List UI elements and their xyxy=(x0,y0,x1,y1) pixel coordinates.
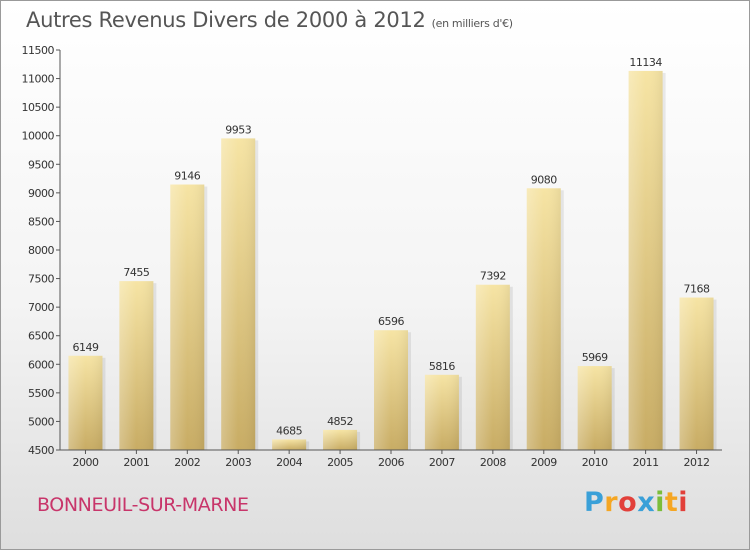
data-label: 6149 xyxy=(72,341,98,354)
y-tick-label: 8000 xyxy=(28,244,54,257)
bars: 6149 7455 9146 9953 4685 4852 6596 5816 7392 9080… xyxy=(68,56,717,451)
y-tick-label: 11000 xyxy=(22,73,55,86)
logo-letter: r xyxy=(604,487,619,518)
y-tick-label: 6500 xyxy=(28,330,54,343)
x-tick-label: 2000 xyxy=(72,456,98,469)
data-label: 9953 xyxy=(225,123,251,136)
bar-highlight xyxy=(577,366,612,450)
logo-letter: i xyxy=(678,487,689,518)
y-tick-label: 9000 xyxy=(28,187,54,200)
bar-highlight xyxy=(68,355,103,450)
y-tick-label: 11500 xyxy=(22,44,55,57)
x-tick-label: 2003 xyxy=(225,456,251,469)
logo-letter: o xyxy=(618,487,638,518)
bar-highlight xyxy=(628,70,663,451)
x-tick-label: 2006 xyxy=(378,456,404,469)
x-tick-label: 2004 xyxy=(276,456,302,469)
data-label: 7455 xyxy=(123,266,149,279)
data-label: 9146 xyxy=(174,170,200,183)
x-tick-label: 2002 xyxy=(174,456,200,469)
y-tick-label: 7000 xyxy=(28,301,54,314)
bar-highlight xyxy=(119,281,154,450)
data-label: 7392 xyxy=(480,270,506,283)
x-tick-label: 2010 xyxy=(582,456,608,469)
x-tick-label: 2012 xyxy=(684,456,710,469)
bar-highlight xyxy=(272,439,307,450)
logo-letter: P xyxy=(584,487,605,518)
proxiti-logo[interactable]: Proxiti xyxy=(584,487,688,518)
chart-title: Autres Revenus Divers de 2000 à 2012 (en … xyxy=(26,8,513,32)
logo-letter: t xyxy=(664,487,679,518)
data-label: 5969 xyxy=(582,351,608,364)
x-tick-label: 2007 xyxy=(429,456,455,469)
chart-title-main: Autres Revenus Divers de 2000 à 2012 xyxy=(26,8,426,32)
x-tick-label: 2009 xyxy=(531,456,557,469)
bar-highlight xyxy=(170,184,205,450)
data-label: 5816 xyxy=(429,360,455,373)
bar-highlight xyxy=(323,429,358,450)
y-tick-label: 8500 xyxy=(28,215,54,228)
y-tick-label: 4500 xyxy=(28,444,54,457)
y-tick-label: 5500 xyxy=(28,387,54,400)
y-tick-label: 9500 xyxy=(28,158,54,171)
bar-highlight xyxy=(526,188,561,451)
bar-highlight xyxy=(374,330,408,450)
x-tick-label: 2001 xyxy=(123,456,149,469)
data-label: 7168 xyxy=(684,283,710,296)
data-label: 6596 xyxy=(378,315,404,328)
logo-letter: x xyxy=(637,487,656,518)
x-tick-label: 2005 xyxy=(327,456,353,469)
x-tick-label: 2011 xyxy=(633,456,659,469)
data-label: 9080 xyxy=(531,173,557,186)
data-label: 4685 xyxy=(276,424,302,437)
bar-highlight xyxy=(424,374,459,450)
bar-highlight xyxy=(475,284,510,450)
y-tick-label: 10500 xyxy=(22,101,55,114)
bar-highlight xyxy=(221,138,256,450)
chart-title-unit: (en milliers d'€) xyxy=(431,17,513,30)
x-tick-label: 2008 xyxy=(480,456,506,469)
city-name: BONNEUIL-SUR-MARNE xyxy=(37,494,249,516)
y-tick-label: 6000 xyxy=(28,358,54,371)
y-axis: 4500 5000 5500 6000 6500 7000 7500 8000 8500 9000… xyxy=(22,44,61,457)
bar-highlight xyxy=(679,297,714,450)
y-tick-label: 5000 xyxy=(28,415,54,428)
data-label: 4852 xyxy=(327,415,353,428)
data-label: 11134 xyxy=(629,56,662,69)
y-tick-label: 7500 xyxy=(28,273,54,286)
y-tick-label: 10000 xyxy=(22,130,55,143)
logo-letter: i xyxy=(655,487,665,518)
x-axis: 2000 2001 2002 2003 2004 2005 2006 2007 2008 2009… xyxy=(60,449,722,469)
